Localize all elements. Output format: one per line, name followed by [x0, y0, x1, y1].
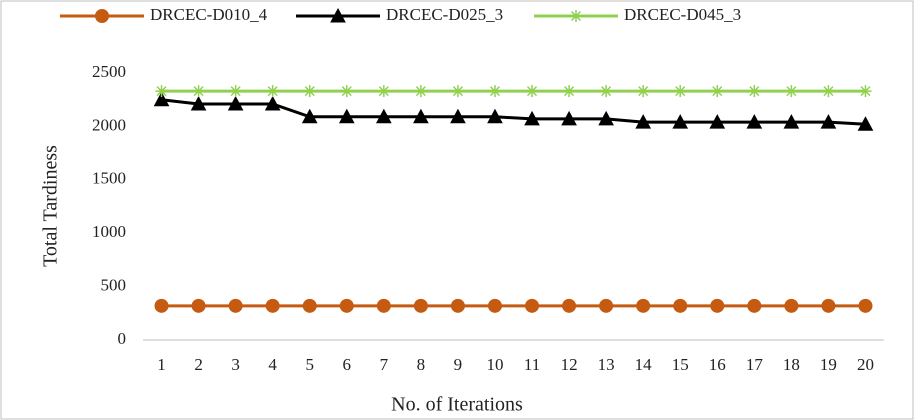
x-tick-label: 2	[194, 355, 203, 374]
x-tick-label: 20	[857, 355, 874, 374]
x-tick-label: 4	[268, 355, 277, 374]
marker	[266, 85, 279, 98]
marker	[192, 85, 205, 98]
marker	[154, 298, 169, 313]
marker	[747, 298, 762, 313]
x-tick-label: 17	[746, 355, 764, 374]
marker	[599, 298, 614, 313]
x-tick-label: 13	[598, 355, 615, 374]
marker	[488, 85, 501, 98]
marker	[487, 298, 502, 313]
marker	[710, 298, 725, 313]
y-tick-label: 500	[101, 276, 127, 295]
marker	[637, 85, 650, 98]
x-axis-title: No. of Iterations	[391, 394, 523, 416]
marker	[450, 108, 466, 124]
legend-marker	[330, 7, 346, 23]
marker	[190, 95, 207, 111]
y-tick-label: 0	[118, 329, 127, 348]
marker	[672, 114, 689, 129]
marker	[673, 298, 688, 313]
x-tick-label: 5	[305, 355, 314, 374]
x-tick-label: 16	[709, 355, 726, 374]
marker	[340, 85, 353, 98]
x-tick-label: 9	[454, 355, 463, 374]
marker	[414, 85, 427, 98]
marker	[635, 114, 652, 129]
marker	[748, 85, 761, 98]
x-tick-label: 12	[561, 355, 578, 374]
marker	[821, 298, 836, 313]
marker	[858, 298, 873, 313]
marker	[526, 85, 539, 98]
marker	[598, 110, 614, 126]
y-tick-label: 1500	[92, 169, 126, 188]
marker	[227, 95, 244, 111]
marker	[264, 95, 281, 111]
marker	[783, 114, 800, 129]
marker	[562, 298, 577, 313]
marker	[563, 85, 576, 98]
marker	[784, 298, 799, 313]
x-tick-label: 8	[417, 355, 426, 374]
x-tick-label: 3	[231, 355, 240, 374]
marker	[857, 116, 874, 131]
marker	[413, 108, 429, 124]
x-tick-label: 6	[343, 355, 352, 374]
marker	[302, 298, 317, 313]
marker	[228, 298, 243, 313]
marker	[820, 114, 837, 129]
marker	[450, 298, 465, 313]
legend-marker	[570, 10, 582, 22]
marker	[709, 114, 726, 129]
marker	[338, 108, 355, 124]
y-tick-label: 1000	[92, 222, 126, 241]
marker	[413, 298, 428, 313]
x-tick-label: 19	[820, 355, 837, 374]
marker	[561, 110, 577, 126]
marker	[155, 85, 168, 98]
marker	[339, 298, 354, 313]
marker	[377, 85, 390, 98]
marker	[303, 85, 316, 98]
marker	[487, 108, 503, 124]
series-line	[161, 98, 866, 126]
legend-marker	[95, 9, 109, 23]
x-tick-label: 15	[672, 355, 689, 374]
marker	[711, 85, 724, 98]
marker	[229, 85, 242, 98]
marker	[636, 298, 651, 313]
marker	[301, 108, 318, 124]
x-tick-label: 14	[635, 355, 653, 374]
legend-label: DRCEC-D045_3	[624, 5, 741, 24]
marker	[451, 85, 464, 98]
marker	[524, 110, 540, 126]
marker	[191, 298, 206, 313]
marker	[265, 298, 280, 313]
marker	[859, 85, 872, 98]
x-tick-label: 7	[380, 355, 389, 374]
y-tick-label: 2500	[92, 62, 126, 81]
marker	[376, 298, 391, 313]
y-tick-label: 2000	[92, 115, 126, 134]
marker	[785, 85, 798, 98]
y-axis-title: Total Tardiness	[40, 145, 62, 267]
marker	[525, 298, 540, 313]
legend-label: DRCEC-D025_3	[386, 5, 503, 24]
marker	[822, 85, 835, 98]
x-tick-label: 18	[783, 355, 800, 374]
marker	[600, 85, 613, 98]
x-tick-label: 10	[486, 355, 503, 374]
marker	[153, 91, 170, 107]
marker	[375, 108, 392, 124]
marker	[746, 114, 763, 129]
marker	[674, 85, 687, 98]
x-tick-label: 11	[524, 355, 540, 374]
x-tick-label: 1	[157, 355, 166, 374]
legend-label: DRCEC-D010_4	[150, 5, 268, 24]
